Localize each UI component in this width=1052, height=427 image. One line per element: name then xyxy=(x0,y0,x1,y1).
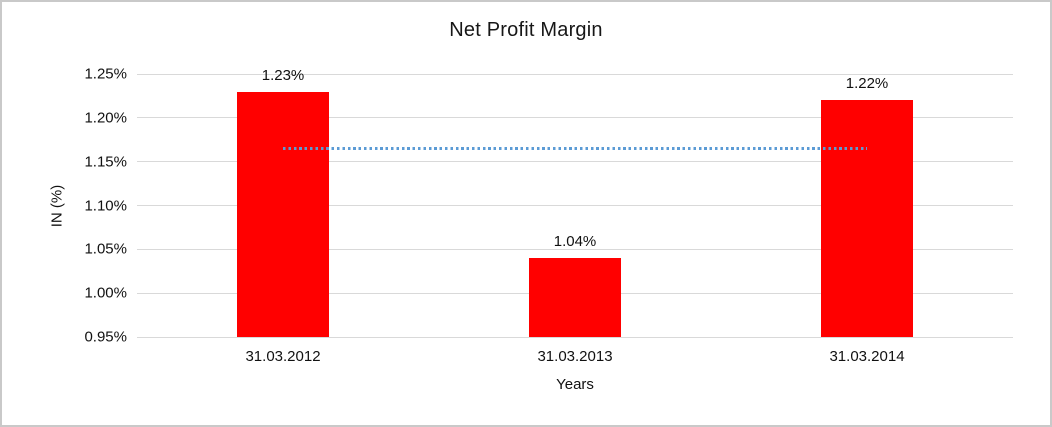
y-tick-label: 1.25% xyxy=(84,65,127,83)
bar xyxy=(821,100,913,337)
bar-value-label: 1.23% xyxy=(261,66,305,84)
bar xyxy=(237,91,329,337)
x-tick-label: 31.03.2012 xyxy=(245,348,321,365)
x-axis-title: Years xyxy=(556,376,594,393)
y-tick-label: 0.95% xyxy=(84,328,127,346)
trendline xyxy=(283,147,867,151)
gridline xyxy=(137,336,1013,338)
x-tick-label: 31.03.2014 xyxy=(829,348,905,365)
bar-value-label: 1.04% xyxy=(553,233,597,251)
gridline xyxy=(137,117,1013,119)
y-tick-label: 1.05% xyxy=(84,240,127,258)
x-tick-label: 31.03.2013 xyxy=(537,348,613,365)
y-tick-label: 1.10% xyxy=(84,197,127,214)
y-tick-label: 1.15% xyxy=(84,153,127,171)
gridline xyxy=(137,73,1013,75)
plot-area: 1.23% 1.04% 1.22% xyxy=(137,67,1013,338)
gridline xyxy=(137,205,1013,206)
y-tick-label: 1.20% xyxy=(84,109,127,127)
y-axis-tick-labels: 0.95% 1.00% 1.05% 1.10% 1.15% 1.20% 1.25% xyxy=(2,66,127,346)
y-tick-label: 1.00% xyxy=(84,284,127,302)
chart-title: Net Profit Margin xyxy=(449,19,603,41)
gridline xyxy=(137,248,1013,250)
bar-value-label: 1.22% xyxy=(845,75,889,93)
bar xyxy=(529,258,621,337)
gridline xyxy=(137,161,1013,163)
x-axis-tick-labels: 31.03.2012 31.03.2013 31.03.2014 xyxy=(137,348,1013,368)
